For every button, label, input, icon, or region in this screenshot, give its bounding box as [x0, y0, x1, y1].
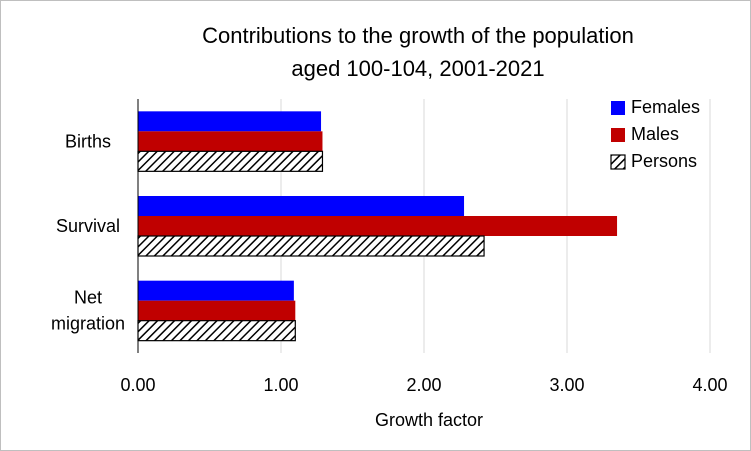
- legend-label-females: Females: [631, 97, 700, 117]
- legend-swatch-males: [611, 128, 625, 142]
- category-label: migration: [51, 314, 125, 334]
- legend-label-persons: Persons: [631, 151, 697, 171]
- chart-title-line-1: Contributions to the growth of the popul…: [202, 23, 634, 48]
- bar-females-0: [138, 111, 322, 132]
- x-tick-label: 2.00: [406, 375, 441, 395]
- category-label: Survival: [56, 216, 120, 236]
- bar-persons-0: [137, 150, 324, 172]
- legend: Females Males Persons: [610, 97, 700, 171]
- chart-text: Contributions to the growth of the popul…: [51, 23, 728, 430]
- bars: [137, 111, 618, 342]
- category-label: Net: [74, 288, 102, 308]
- bar-males-0: [138, 131, 323, 152]
- x-tick-label: 1.00: [263, 375, 298, 395]
- bar-females-2: [138, 280, 294, 301]
- chart-title-line-2: aged 100-104, 2001-2021: [291, 56, 544, 81]
- x-tick-label: 0.00: [120, 375, 155, 395]
- legend-swatch-females: [611, 101, 625, 115]
- category-label: Births: [65, 131, 111, 151]
- x-tick-label: 4.00: [692, 375, 727, 395]
- x-axis-label: Growth factor: [375, 410, 483, 430]
- bar-persons-2: [137, 320, 296, 342]
- legend-label-males: Males: [631, 124, 679, 144]
- legend-swatch-persons: [610, 154, 626, 170]
- bar-females-1: [138, 196, 465, 216]
- bar-persons-1: [137, 235, 485, 257]
- x-tick-label: 3.00: [549, 375, 584, 395]
- bar-males-1: [138, 216, 618, 236]
- bar-males-2: [138, 300, 296, 321]
